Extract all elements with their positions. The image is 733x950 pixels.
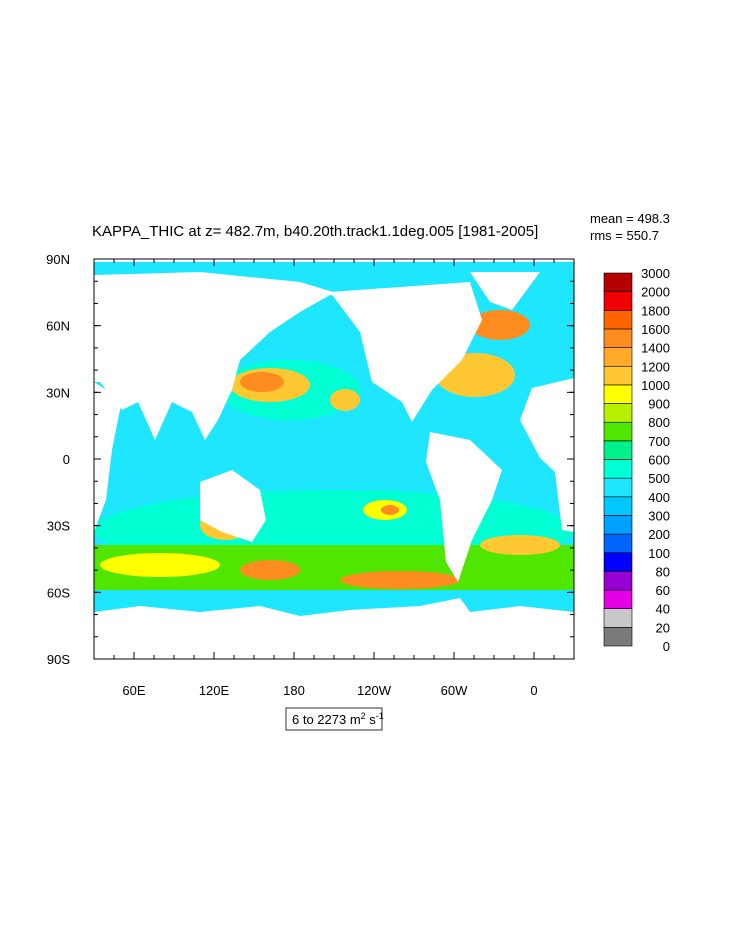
- lat-label: 60S: [47, 585, 70, 600]
- colorbar-label: 2000: [641, 285, 670, 300]
- colorbar-box: [603, 496, 633, 516]
- colorbar-box: [603, 272, 633, 292]
- colorbar-label: 80: [656, 564, 670, 579]
- colorbar-box: [603, 533, 633, 554]
- colorbar-box: [603, 608, 633, 628]
- colorbar-box: [603, 589, 633, 609]
- colorbar-box: [603, 515, 633, 535]
- lon-label: 0: [530, 683, 537, 698]
- axes: 90N 60N 30N 0 30S 60S 90S 60E 120E 180 120W 60W 0: [46, 252, 575, 698]
- agulhas: [480, 535, 560, 555]
- rms-stat: rms = 550.7: [590, 228, 659, 243]
- acc-orange: [340, 571, 460, 589]
- range-label: 6 to 2273 m2 s-1: [292, 711, 384, 727]
- kuroshio: [240, 372, 284, 392]
- subpolar: [470, 310, 530, 340]
- colorbar-label: 1400: [641, 341, 670, 356]
- colorbar-box: [603, 421, 633, 442]
- colorbar-label: 200: [648, 527, 670, 542]
- range-exp: 2: [361, 711, 366, 721]
- colorbar-box: [603, 328, 633, 348]
- lon-label: 120E: [199, 683, 230, 698]
- s-pacific-core: [381, 505, 399, 515]
- lat-label: 90N: [46, 252, 70, 267]
- colorbar-label: 1600: [641, 322, 670, 337]
- colorbar-label: 0: [663, 639, 670, 654]
- colorbar-box: [603, 459, 633, 479]
- colorbar-label: 1200: [641, 359, 670, 374]
- n-pacific-patch: [330, 389, 360, 411]
- colorbar-label: 1000: [641, 378, 670, 393]
- colorbar-box: [603, 403, 633, 423]
- lon-label: 120W: [357, 683, 392, 698]
- colorbar-box: [603, 384, 633, 404]
- map: [94, 259, 574, 659]
- lat-label: 60N: [46, 319, 70, 334]
- lat-label: 30N: [46, 385, 70, 400]
- colorbar-label: 300: [648, 508, 670, 523]
- colorbar-box: [603, 477, 633, 498]
- range-unit: s: [366, 712, 377, 727]
- range-box: [285, 707, 383, 731]
- colorbar-box: [603, 309, 633, 330]
- lon-label: 60E: [122, 683, 145, 698]
- colorbar-box: [603, 571, 633, 591]
- colorbar-box: [603, 291, 633, 311]
- colorbar-box: [603, 552, 633, 572]
- colorbar-label: 1800: [641, 303, 670, 318]
- lon-label: 60W: [441, 683, 468, 698]
- colorbar-box: [603, 440, 633, 460]
- colorbar-label: 100: [648, 546, 670, 561]
- colorbar-label: 500: [648, 471, 670, 486]
- colorbar-box: [603, 347, 633, 367]
- colorbar-label: 800: [648, 415, 670, 430]
- colorbar-label: 400: [648, 490, 670, 505]
- colorbar-box: [603, 627, 633, 647]
- mean-stat: mean = 498.3: [590, 211, 670, 226]
- colorbar-label: 600: [648, 453, 670, 468]
- colorbar-label: 60: [656, 583, 670, 598]
- colorbar-label: 20: [656, 620, 670, 635]
- colorbar-label: 40: [656, 602, 670, 617]
- colorbar-box: [603, 365, 633, 386]
- range-text: 6 to 2273 m: [292, 712, 361, 727]
- lat-label: 30S: [47, 519, 70, 534]
- colorbar-label: 900: [648, 397, 670, 412]
- acc-orange: [240, 560, 300, 580]
- lon-label: 180: [283, 683, 305, 698]
- range-exp: -1: [376, 711, 384, 721]
- acc-yellow: [100, 553, 220, 577]
- lat-label: 90S: [47, 652, 70, 667]
- land: [94, 272, 574, 659]
- lat-label: 0: [63, 452, 70, 467]
- colorbar-label: 3000: [641, 266, 670, 281]
- colorbar: 0 20 40 60 80 100 200 300 400 500 600 700 800 900 1000…: [603, 266, 670, 654]
- colorbar-label: 700: [648, 434, 670, 449]
- title: KAPPA_THIC at z= 482.7m, b40.20th.track1…: [92, 223, 538, 240]
